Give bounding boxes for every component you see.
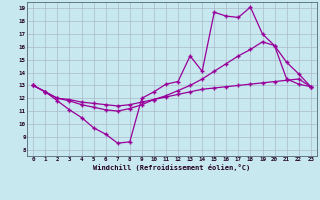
X-axis label: Windchill (Refroidissement éolien,°C): Windchill (Refroidissement éolien,°C) [93, 164, 251, 171]
